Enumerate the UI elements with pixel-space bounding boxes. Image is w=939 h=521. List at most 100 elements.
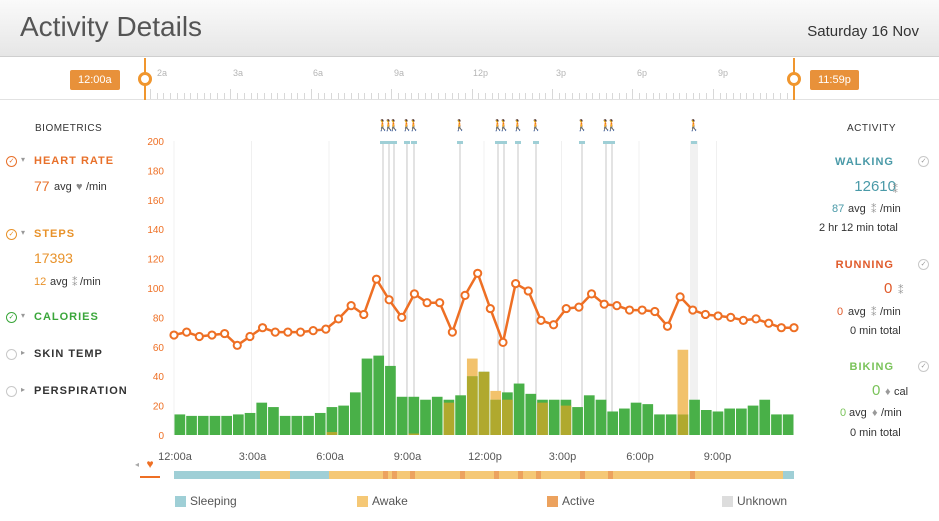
timeline-tick [424, 93, 426, 99]
heart-rate-point [523, 286, 533, 296]
timeline-label: 6a [313, 68, 324, 78]
scroll-left-arrow-icon[interactable]: ◂ [135, 460, 139, 469]
heart-rate-point [257, 323, 268, 333]
heart-rate-point [182, 327, 192, 337]
walking-check-icon[interactable]: ✓ [918, 156, 929, 167]
time-range-slider[interactable]: 2a 3a 6a 9a 12p 3p 6p 9p 12:00a 11:59p [0, 58, 939, 100]
steps-bar-cap [677, 349, 689, 415]
walking-period-cap [533, 141, 539, 144]
calories-bar [256, 402, 268, 435]
heart-rate-avg-label: avg [54, 181, 72, 193]
timeline-tick [585, 93, 587, 99]
running-label: RUNNING [835, 259, 894, 271]
timeline-tick [250, 93, 252, 99]
timeline-tick [665, 93, 667, 99]
biking-value: 0 [872, 382, 881, 399]
steps-bar-cap [466, 358, 478, 377]
walking-period-band [535, 141, 537, 435]
heart-rate-point [485, 303, 495, 314]
start-time-tag: 12:00a [70, 70, 120, 90]
check-icon[interactable]: ✓ [6, 229, 17, 240]
end-handle[interactable] [787, 72, 801, 86]
heart-rate-point [624, 305, 635, 315]
timeline-tick [196, 93, 198, 99]
heart-rate-point [447, 327, 457, 337]
heart-rate-label: HEART RATE [34, 155, 115, 167]
steps-bar-cap [490, 390, 502, 400]
steps-bar [326, 432, 338, 435]
timeline-label: 3p [556, 68, 567, 78]
start-handle[interactable] [138, 72, 152, 86]
heart-rate-point [548, 320, 559, 330]
active-state-segment [410, 471, 415, 479]
timeline-tick [243, 93, 245, 99]
timeline-tick [444, 93, 446, 99]
y-axis-tick-label: 80 [153, 313, 165, 324]
y-axis-tick-label: 200 [147, 137, 164, 148]
calories-bar [396, 396, 408, 435]
walking-person-icon: 🚶 [382, 119, 396, 132]
timeline-tick [263, 93, 265, 99]
expand-arrow-icon[interactable]: ▸ [21, 348, 26, 357]
timeline-tick [371, 93, 373, 99]
calories-bar [712, 411, 724, 435]
timeline-tick [746, 93, 748, 99]
calories-bar [700, 410, 712, 435]
steps-bar [443, 402, 455, 435]
y-axis-tick-label: 0 [158, 431, 164, 442]
timeline-tick [351, 93, 352, 99]
calories-bar [291, 415, 303, 435]
walking-period-cap [579, 141, 585, 144]
calories-bar [314, 412, 326, 435]
heart-rate-point [295, 327, 306, 337]
timeline-tick [411, 93, 413, 99]
check-icon[interactable]: ✓ [6, 156, 17, 167]
biking-per: /min [881, 407, 902, 419]
expand-arrow-icon[interactable]: ▸ [21, 385, 26, 394]
timeline-tick [632, 89, 634, 99]
biking-check-icon[interactable]: ✓ [918, 361, 929, 372]
steps-bar [537, 402, 548, 435]
walking-period-band [406, 141, 408, 435]
walking-period-cap [404, 141, 410, 144]
timeline-tick [210, 93, 212, 99]
timeline-tick [518, 93, 520, 99]
heart-rate-point [321, 324, 331, 334]
legend-label-unknown: Unknown [737, 494, 788, 508]
expand-arrow-icon[interactable]: ▾ [21, 228, 26, 237]
expand-arrow-icon[interactable]: ▾ [21, 155, 26, 164]
running-check-icon[interactable]: ✓ [918, 259, 929, 270]
timeline-tick [451, 93, 453, 99]
walking-person-icon: 🚶 [511, 119, 525, 132]
timeline-tick [773, 93, 775, 99]
legend-swatch-sleeping [175, 496, 186, 507]
timeline-tick [552, 89, 553, 99]
calories-bar [724, 408, 736, 435]
check-icon[interactable]: ✓ [6, 312, 17, 323]
walking-avg-value: 87 [832, 203, 845, 215]
walking-period-band [413, 141, 415, 435]
running-per: /min [880, 306, 901, 318]
timeline-tick [223, 93, 225, 99]
heart-rate-point [359, 309, 369, 320]
unchecked-icon[interactable] [6, 349, 17, 360]
calories-bar [736, 408, 747, 435]
timeline-tick [297, 93, 299, 99]
steps-bar [560, 405, 572, 435]
calories-bar [595, 399, 607, 435]
heart-rate-point [220, 328, 230, 339]
timeline-tick [498, 93, 500, 99]
calories-bar [186, 415, 197, 435]
calories-bar [326, 407, 338, 435]
expand-arrow-icon[interactable]: ▾ [21, 311, 26, 320]
walking-total: 2 hr 12 min total [819, 222, 898, 234]
unchecked-icon[interactable] [6, 386, 17, 397]
timeline-tick [645, 93, 647, 99]
footprint-icon: ⁑ [871, 204, 877, 216]
heart-rate-point [751, 314, 761, 324]
calories-bar [572, 407, 583, 435]
timeline-tick [458, 93, 460, 99]
heart-marker-underline [140, 476, 160, 478]
timeline-tick [357, 93, 359, 99]
